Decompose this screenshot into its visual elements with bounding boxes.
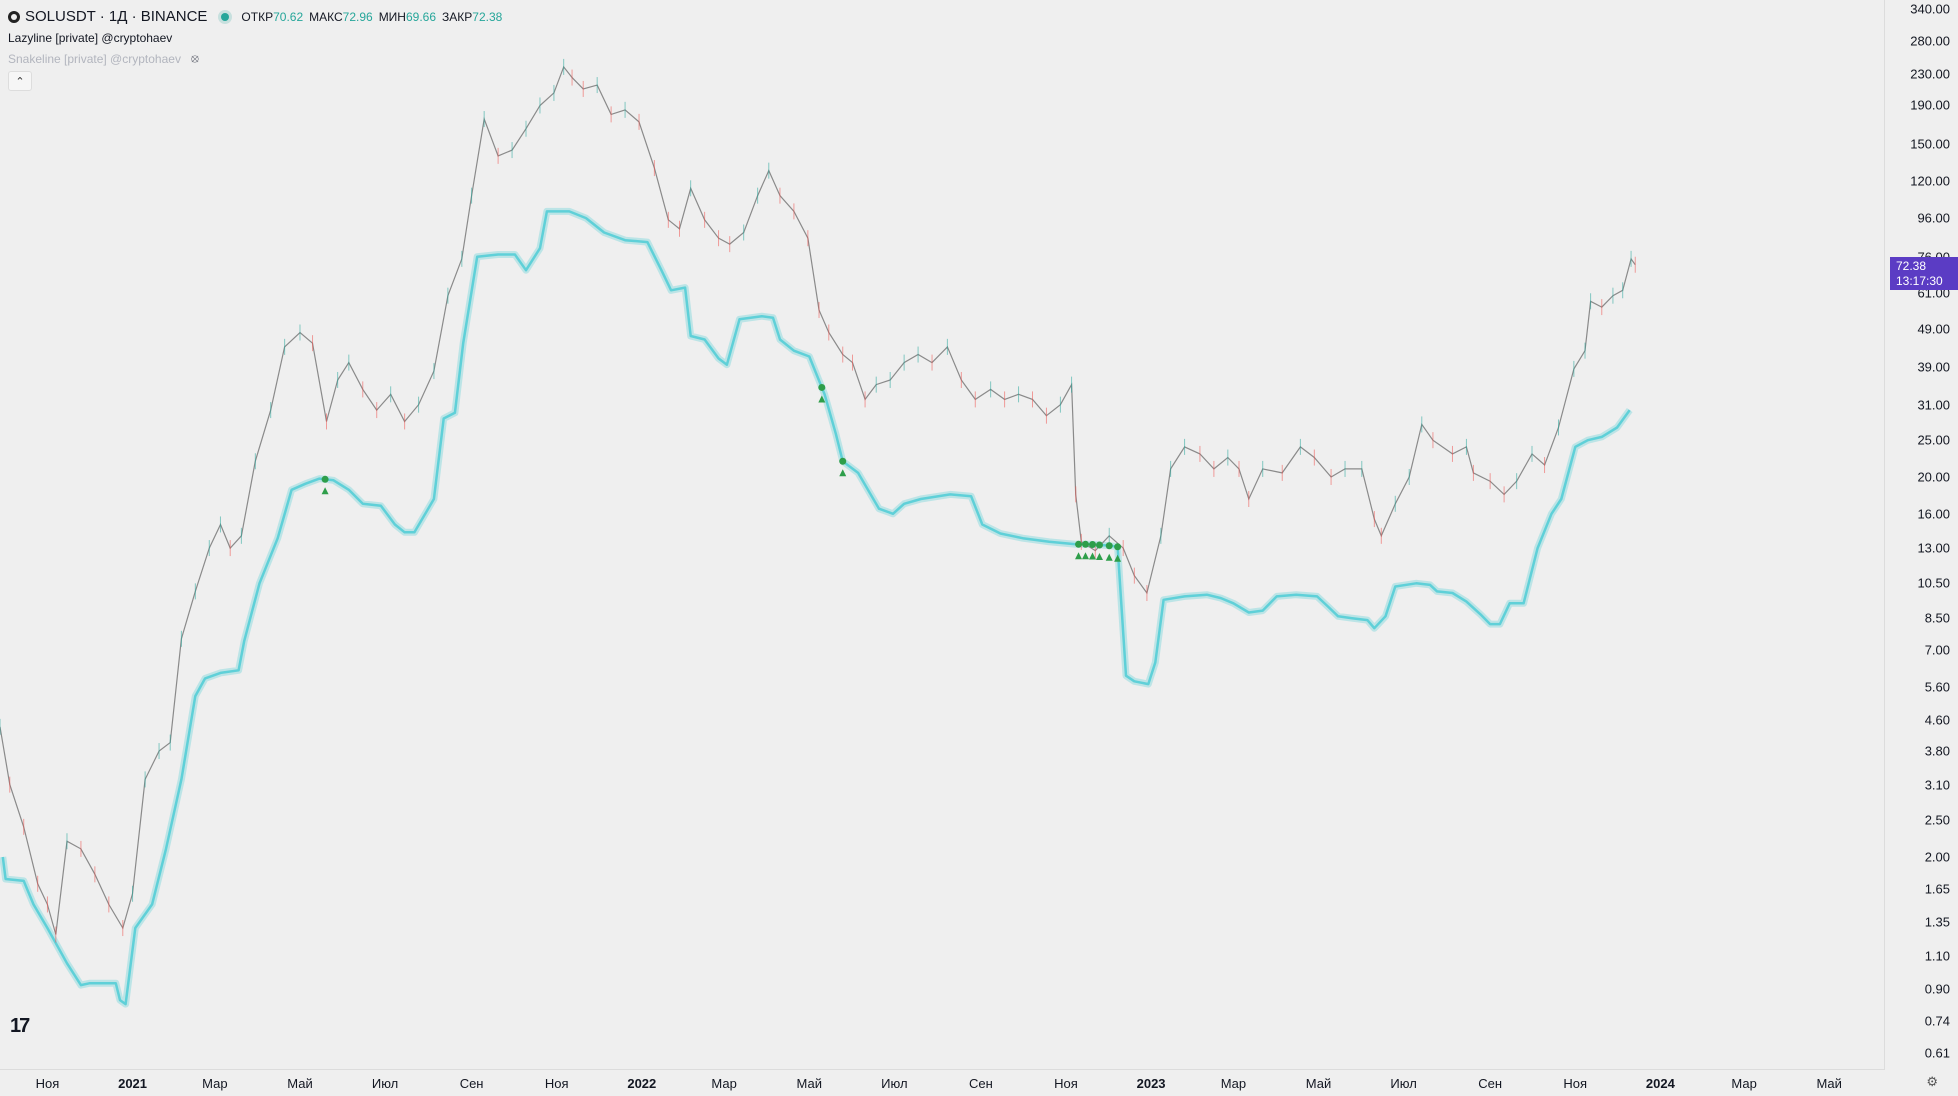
chart-area[interactable]	[0, 0, 1885, 1070]
price-tick-label: 120.00	[1910, 173, 1950, 189]
symbol-logo-icon	[8, 10, 20, 23]
time-tick-label: Ноя	[544, 1076, 569, 1091]
time-tick-label: 2024	[1645, 1076, 1675, 1091]
time-tick-label: Мар	[1731, 1076, 1757, 1091]
time-tick-label: Ноя	[35, 1076, 60, 1091]
price-tick-label: 1.35	[1924, 914, 1950, 930]
time-tick-label: Июл	[1390, 1076, 1417, 1091]
signal-dot	[818, 383, 826, 391]
symbol-title[interactable]: SOLUSDT · 1Д · BINANCE	[25, 8, 208, 25]
signal-dot	[1082, 540, 1090, 548]
signal-triangle	[1095, 552, 1103, 560]
price-tick-label: 190.00	[1910, 97, 1950, 113]
signal-triangle	[1088, 552, 1096, 560]
price-tick-label: 7.00	[1924, 642, 1950, 658]
signal-dot	[321, 475, 329, 483]
signal-triangle	[1082, 552, 1090, 560]
price-tick-label: 4.60	[1924, 712, 1950, 727]
time-tick-label: Сен	[1478, 1076, 1503, 1091]
time-tick-label: Май	[287, 1076, 313, 1091]
time-tick-label: 2023	[1136, 1076, 1166, 1091]
time-tick-label: 2021	[118, 1076, 148, 1091]
time-tick-label: Мар	[711, 1076, 737, 1091]
price-tick-label: 3.10	[1924, 777, 1950, 793]
price-chart[interactable]	[0, 0, 1885, 1070]
lazyline-glow	[0, 207, 1633, 1008]
chevron-up-icon: ⌃	[15, 75, 25, 88]
ohlc-open: ОТКР70.62	[241, 9, 304, 24]
price-tick-label: 49.00	[1917, 321, 1950, 337]
price-tick-label: 10.50	[1917, 575, 1950, 591]
price-tick-label: 5.60	[1924, 679, 1950, 695]
time-tick-label: Май	[796, 1076, 822, 1091]
price-tick-label: 2.50	[1924, 812, 1950, 828]
price-axis[interactable]: 340.00 280.00 230.00 190.00 150.00 120.00 96.0…	[1884, 0, 1958, 1096]
price-tick-label: 2.00	[1924, 849, 1950, 865]
price-tick-label: 20.00	[1917, 469, 1950, 485]
signal-triangle	[321, 487, 329, 495]
price-tick-label: 96.00	[1917, 210, 1950, 226]
signal-dot	[1075, 540, 1083, 548]
price-tick-label: 25.00	[1917, 432, 1950, 448]
signal-dot	[1095, 541, 1103, 549]
time-tick-label: Мар	[202, 1076, 228, 1091]
bar-countdown: 13:17:30	[1896, 274, 1943, 288]
signal-dot	[1105, 542, 1113, 550]
lazyline-series[interactable]	[1, 210, 1631, 1006]
indicator-lazyline-label[interactable]: Lazyline [private] @cryptohaev	[8, 30, 173, 45]
time-tick-label: Мар	[1220, 1076, 1247, 1091]
price-tick-label: 280.00	[1910, 33, 1950, 49]
symbol-row[interactable]: SOLUSDT · 1Д · BINANCE ОТКР70.62 МАКС72.…	[8, 6, 508, 27]
price-tick-label: 340.00	[1910, 1, 1950, 17]
time-axis[interactable]: Ноя 2021 Мар Май Июл Сен Ноя 2022 Мар Май Июл Сен Но…	[0, 1069, 1885, 1096]
ohlc-low: МИН69.66	[378, 9, 437, 24]
signal-triangle	[839, 469, 847, 477]
collapse-legend-button[interactable]: ⌃	[8, 71, 32, 91]
time-tick-label: Май	[1816, 1076, 1842, 1091]
time-tick-label: Сен	[459, 1076, 484, 1091]
signal-dot	[839, 457, 847, 465]
price-tick-label: 0.90	[1924, 981, 1950, 997]
time-tick-label: Июл	[881, 1076, 908, 1091]
signal-dot	[1114, 543, 1122, 551]
signal-triangle	[1075, 552, 1083, 560]
price-tick-label: 1.65	[1924, 881, 1950, 897]
price-tick-label: 16.00	[1917, 506, 1950, 522]
gear-icon[interactable]: ⚙	[1926, 1074, 1938, 1089]
time-tick-label: 2022	[627, 1076, 657, 1091]
price-tick-label: 150.00	[1910, 136, 1950, 152]
ohlc-high: МАКС72.96	[309, 9, 373, 24]
time-tick-label: Ноя	[1054, 1076, 1078, 1091]
time-tick-label: Май	[1305, 1076, 1332, 1091]
signal-triangle	[1105, 553, 1113, 561]
time-tick-label: Ноя	[1563, 1076, 1588, 1091]
last-price-value: 72.38	[1896, 259, 1927, 273]
market-status-dot[interactable]	[221, 12, 230, 21]
tradingview-logo[interactable]: 17	[10, 1015, 30, 1037]
price-tick-label: 1.10	[1924, 948, 1950, 964]
price-tick-label: 230.00	[1910, 66, 1950, 82]
signal-dot	[1088, 540, 1096, 548]
price-series[interactable]	[0, 65, 1636, 935]
ohlc-close: ЗАКР72.38	[442, 9, 503, 24]
price-tick-label: 3.80	[1924, 743, 1950, 759]
chart-legend: SOLUSDT · 1Д · BINANCE ОТКР70.62 МАКС72.…	[8, 6, 508, 91]
indicator-row-lazyline[interactable]: Lazyline [private] @cryptohaev	[8, 27, 508, 48]
last-price-tag: 72.38 13:17:30	[1890, 257, 1958, 290]
time-tick-label: Июл	[371, 1076, 399, 1091]
eye-off-icon[interactable]: ⦻	[190, 51, 199, 65]
indicator-row-snakeline[interactable]: Snakeline [private] @cryptohaev ⦻	[8, 48, 508, 69]
price-tick-label: 39.00	[1917, 359, 1950, 375]
price-tick-label: 0.61	[1924, 1045, 1950, 1061]
time-tick-label: Сен	[968, 1076, 993, 1091]
price-tick-label: 8.50	[1924, 610, 1950, 626]
price-tick-label: 31.00	[1917, 397, 1950, 413]
price-tick-label: 13.00	[1917, 540, 1950, 556]
indicator-snakeline-label[interactable]: Snakeline [private] @cryptohaev	[8, 51, 181, 66]
signal-triangle	[818, 395, 826, 403]
signal-triangle	[1114, 554, 1122, 562]
price-tick-label: 0.74	[1924, 1013, 1950, 1029]
